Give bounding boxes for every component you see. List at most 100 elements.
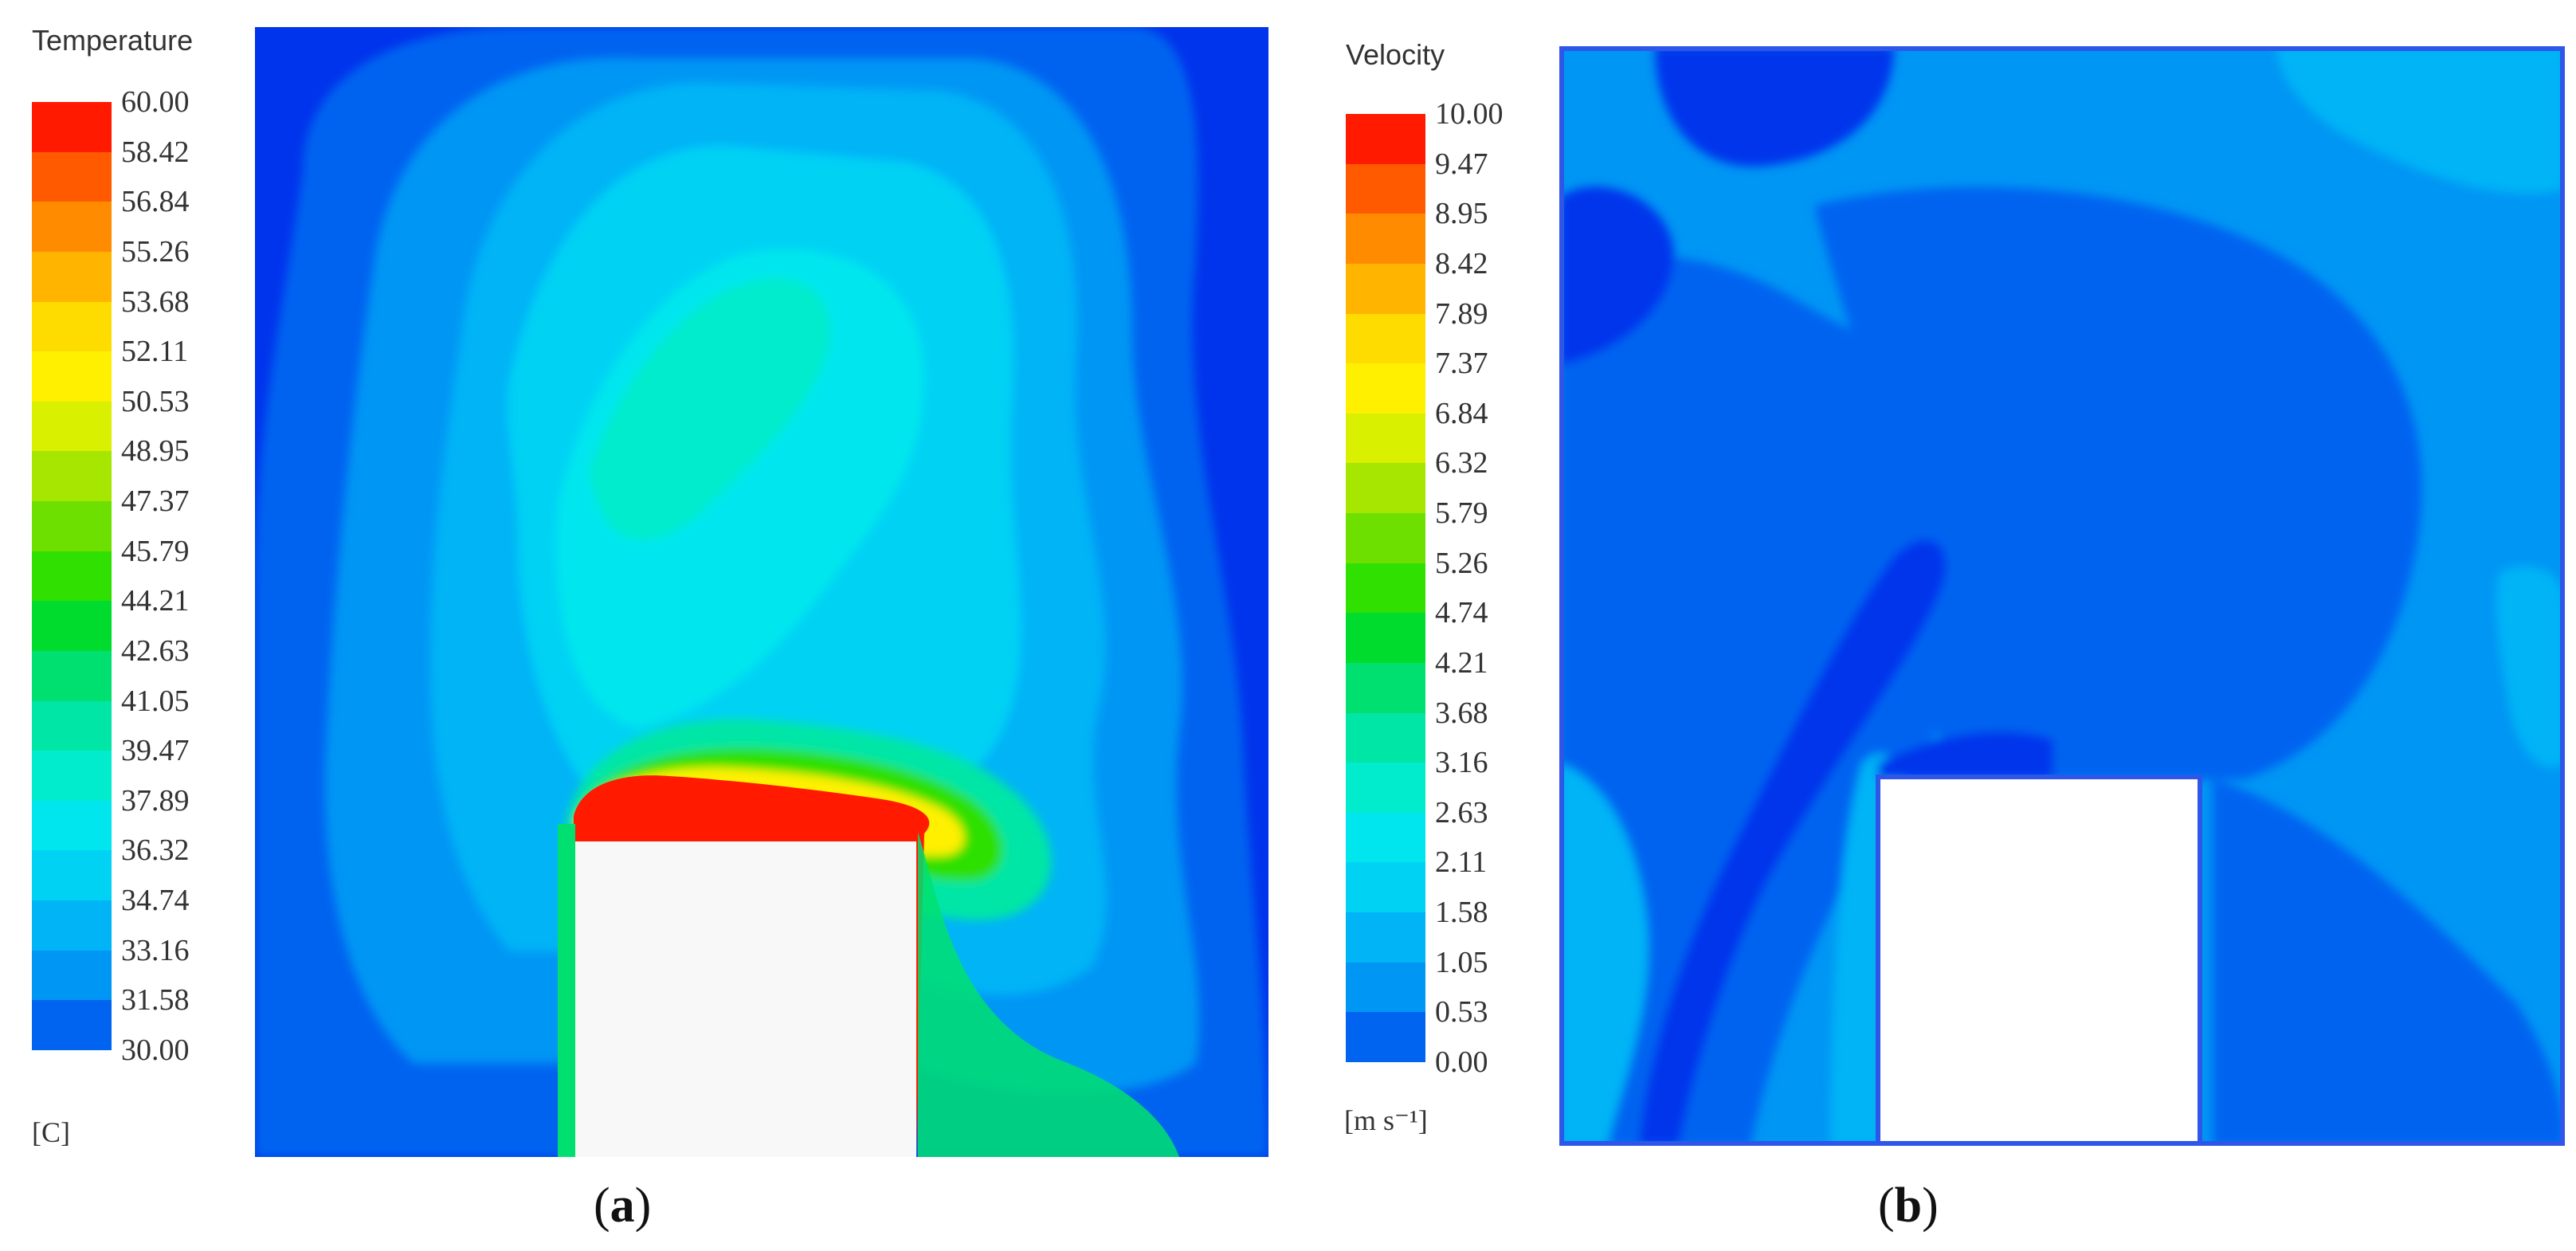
colorbar-band [1346,563,1425,614]
colorbar-band [1346,363,1425,414]
colorbar-band [1346,114,1425,164]
colorbar-band [32,351,112,402]
panel-a-temperature: Temperature 60.00 58.42 56.84 55.26 53.68 52.… [32,24,1268,1233]
colorbar-tick-label: 9.47 [1435,147,1488,181]
legend-unit: [C] [32,1116,70,1148]
colorbar-tick-label: 41.05 [121,684,190,718]
slow-zone-diagonal [1639,539,1947,1146]
colorbar-band [1346,812,1425,863]
colorbar-band [1346,163,1425,214]
colorbar-tick-label: 4.74 [1435,596,1488,630]
velocity-contour-plot [1559,46,2565,1146]
colorbar-band [1346,413,1425,464]
panel-label: (b) [1878,1178,1939,1233]
colorbar-band [32,650,112,701]
colorbar [32,102,112,1050]
colorbar-tick-label: 34.74 [121,884,190,918]
region-top-right [2276,46,2565,194]
colorbar-band [32,551,112,602]
colorbar-tick-label: 50.53 [121,384,190,418]
colorbar-band [32,700,112,751]
domain-border [1559,46,2565,1146]
colorbar-tick-label: 37.89 [121,783,190,818]
colorbar-tick-label: 52.11 [121,335,189,369]
colorbar-band [1346,763,1425,813]
panel-b-velocity: Velocity 10.00 9.47 8.95 8.42 7.89 7.37 6.84 6.… [1288,0,2576,1251]
colorbar-tick-label: 6.32 [1435,446,1488,480]
colorbar-tick-label: 33.16 [121,933,190,967]
colorbar-tick-label: 8.95 [1435,197,1488,231]
colorbar-band [1346,962,1425,1013]
colorbar-tick-label: 2.63 [1435,795,1488,829]
region-right-bottom [2213,779,2565,1146]
solid-block [575,841,916,1157]
colorbar-band [1346,712,1425,763]
colorbar-tick-label: 44.21 [121,584,190,618]
colorbar-band [32,102,112,152]
left-wall-gradient [558,824,575,1157]
colorbar-tick-label: 3.16 [1435,746,1488,780]
colorbar-tick-label: 7.89 [1435,296,1488,331]
colorbar-band [32,1000,112,1050]
colorbar-tick-label: 3.68 [1435,696,1488,730]
colorbar-band [32,202,112,252]
colorbar-band [1346,513,1425,563]
legend-title: Temperature [32,24,194,57]
region-center [1814,186,2422,779]
colorbar-band [1346,313,1425,364]
colorbar-tick-label: 5.26 [1435,546,1488,580]
colorbar-tick-label: 55.26 [121,234,190,269]
colorbar-band [1346,613,1425,663]
slow-zone-left [1559,186,1674,365]
colorbar-tick-label: 47.37 [121,484,190,519]
colorbar-band [32,401,112,452]
colorbar-band [32,950,112,1001]
colorbar-band [32,501,112,551]
colorbar-tick-label: 6.84 [1435,396,1488,430]
colorbar-band [1346,912,1425,963]
colorbar-tick-label: 1.05 [1435,945,1488,979]
colorbar-band [32,800,112,851]
colorbar-band [1346,463,1425,513]
colorbar-tick-label: 53.68 [121,284,190,319]
colorbar-band [1346,1012,1425,1062]
colorbar-band [32,301,112,352]
colorbar-tick-label: 8.42 [1435,246,1488,280]
region-left-bottom [1559,763,1649,1146]
colorbar-band [1346,662,1425,713]
band-39 [590,277,830,540]
colorbar-tick-label: 48.95 [121,434,190,469]
colorbar-tick-label: 0.00 [1435,1045,1488,1079]
colorbar-tick-label: 10.00 [1435,97,1504,131]
slow-zone-top [1655,46,1894,167]
colorbar-tick-label: 42.63 [121,633,190,668]
colorbar-tick-label: 1.58 [1435,896,1488,930]
colorbar-tick-label: 58.42 [121,135,190,169]
colorbar-band [1346,263,1425,314]
colorbar-tick-label: 31.58 [121,983,190,1018]
colorbar-tick-label: 0.53 [1435,995,1488,1029]
colorbar-band [1346,862,1425,912]
slow-zone-above-block [1878,731,2053,779]
region-right-edge [2496,566,2565,768]
temperature-contour-plot [255,27,1268,1157]
colorbar-band [1346,214,1425,264]
colorbar-band [32,151,112,202]
colorbar-tick-label: 4.21 [1435,645,1488,680]
colorbar-tick-label: 36.32 [121,833,190,868]
colorbar-band [32,751,112,801]
colorbar-tick-label: 30.00 [121,1033,190,1067]
colorbar-tick-label: 39.47 [121,734,190,768]
legend-title: Velocity [1346,38,1445,71]
colorbar-band [32,850,112,900]
colorbar-band [32,900,112,951]
colorbar-band [32,251,112,302]
right-wall-gradient [918,832,1179,1157]
colorbar-band [32,451,112,501]
legend-unit: [m s⁻¹] [1344,1104,1428,1136]
solid-block [1876,775,2202,1146]
colorbar-tick-label: 56.84 [121,185,190,219]
panel-label: (a) [594,1178,652,1233]
colorbar-band [32,601,112,651]
colorbar-tick-label: 60.00 [121,85,190,119]
